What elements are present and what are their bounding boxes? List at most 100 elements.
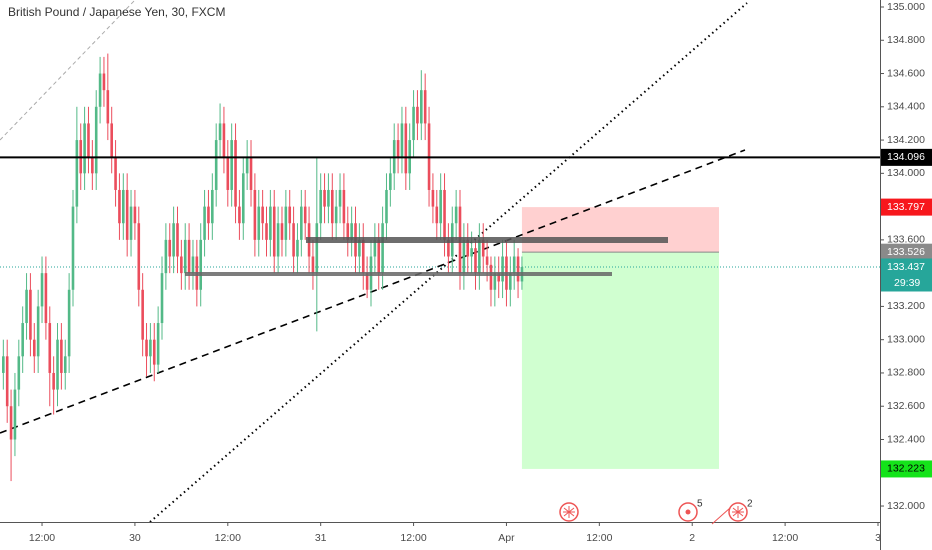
candle-body — [478, 239, 481, 274]
candle-body — [377, 239, 381, 274]
candle-body — [75, 140, 79, 207]
candle-body — [25, 289, 28, 324]
candle-body — [110, 123, 113, 157]
candle-body — [454, 206, 458, 224]
candle-body — [474, 248, 477, 274]
candle-body — [83, 123, 86, 174]
candle-body — [114, 156, 117, 190]
candle-body — [98, 73, 102, 107]
position-layer — [0, 207, 880, 469]
candle-body — [118, 189, 121, 224]
candle-body — [214, 140, 218, 190]
candle-body — [509, 273, 512, 290]
x-tick-label: 31 — [315, 532, 327, 544]
candle-body — [381, 223, 384, 274]
candle-body — [176, 223, 179, 257]
candle-body — [516, 256, 520, 282]
x-tick-label: 12:00 — [215, 532, 241, 544]
candle-body — [396, 140, 400, 157]
stop-loss-zone — [521, 207, 719, 253]
x-tick-label: 12:00 — [772, 532, 798, 544]
candle-body — [5, 356, 9, 407]
candle-body — [211, 189, 214, 224]
candle-body — [288, 206, 292, 224]
candle-body — [276, 223, 280, 257]
candle-body — [311, 256, 315, 274]
candle-body — [319, 189, 322, 224]
candle-body — [443, 189, 446, 240]
candle-body — [222, 123, 226, 157]
y-tick-label: 132.400 — [887, 433, 925, 445]
candle-body — [412, 106, 415, 141]
price-badge — [881, 243, 932, 261]
candle-body — [152, 339, 156, 365]
price-badge — [881, 198, 932, 216]
x-tick-label: Apr — [498, 532, 515, 544]
x-tick-label: 12:00 — [586, 532, 612, 544]
candle-body — [63, 356, 67, 373]
candle-body — [439, 189, 442, 224]
candle-body — [489, 264, 493, 290]
candle-body — [404, 123, 408, 174]
candle-body — [203, 206, 206, 240]
candle-body — [40, 273, 44, 307]
candle-body — [44, 273, 48, 324]
candle-body — [346, 223, 350, 240]
price-badge — [881, 258, 932, 292]
price-badge — [881, 148, 932, 166]
candle-body — [423, 90, 427, 124]
candle-body — [296, 239, 299, 257]
candle-body — [416, 106, 419, 124]
x-tick-label: 3 — [875, 532, 881, 544]
range-rectangle — [306, 237, 668, 243]
candle-body — [249, 156, 253, 190]
candle-body — [350, 223, 353, 240]
trend-line — [0, 0, 136, 141]
candle-body — [17, 356, 21, 390]
candle-body — [261, 206, 264, 224]
candle-body — [36, 306, 40, 357]
candle-body — [21, 323, 24, 357]
candle-body — [365, 273, 369, 290]
candle-body — [501, 256, 504, 282]
candle-body — [431, 189, 435, 207]
candle-body — [447, 239, 450, 257]
candle-body — [149, 339, 152, 357]
candle-body — [56, 339, 59, 390]
candle-body — [187, 239, 191, 274]
candle-body — [145, 339, 148, 357]
candle-body — [338, 189, 342, 207]
candle-body — [265, 223, 268, 240]
event-count: 2 — [747, 499, 753, 510]
candle-body — [253, 189, 257, 240]
candle-body — [269, 206, 272, 240]
candle-body — [280, 223, 284, 240]
candle-body — [180, 256, 183, 274]
candle-body — [292, 223, 295, 257]
candle-body — [420, 90, 423, 124]
candle-body — [137, 223, 141, 290]
candles — [2, 53, 524, 482]
price-badge-label: 132.223 — [887, 463, 925, 475]
candle-body — [226, 156, 230, 190]
candle-body — [94, 106, 98, 174]
candle-body — [191, 256, 195, 274]
candle-body — [172, 223, 175, 257]
candle-body — [466, 239, 470, 257]
candle-body — [87, 123, 90, 157]
candle-body — [272, 206, 276, 257]
candle-body — [512, 256, 516, 274]
x-tick-label: 12:00 — [29, 532, 55, 544]
range-rectangle — [185, 272, 612, 276]
candle-body — [334, 206, 338, 224]
candle-body — [199, 239, 203, 290]
y-tick-label: 134.200 — [887, 134, 925, 146]
event-icon — [559, 502, 579, 522]
candle-body — [125, 189, 129, 240]
price-badge — [881, 460, 932, 478]
candle-body — [71, 206, 75, 290]
candle-body — [60, 339, 63, 373]
candle-body — [257, 206, 261, 240]
